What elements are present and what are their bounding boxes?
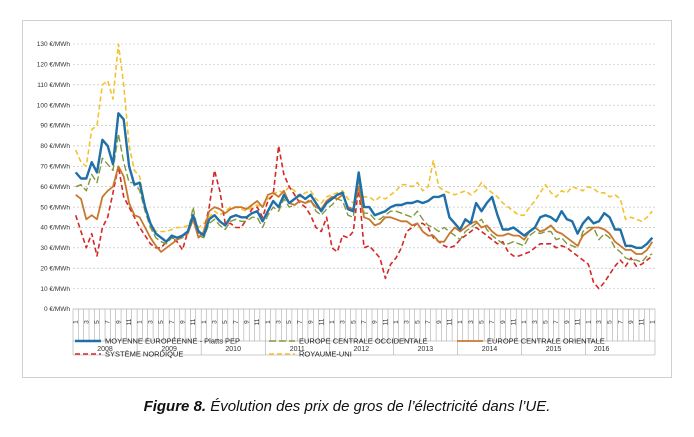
x-month-label: 1 xyxy=(649,320,656,324)
x-month-label: 9 xyxy=(115,320,122,324)
year-label-2009: 2009 xyxy=(161,346,177,353)
x-month-label: 5 xyxy=(158,320,165,324)
legend-label-3: SYSTÈME NORDIQUE xyxy=(105,350,183,359)
figure-caption: Figure 8. Évolution des prix de gros de … xyxy=(0,398,694,415)
year-label-2008: 2008 xyxy=(97,346,113,353)
y-tick-label: 20 €/MWh xyxy=(40,265,70,272)
x-month-label: 11 xyxy=(511,318,518,325)
y-tick-label: 60 €/MWh xyxy=(40,184,70,191)
y-tick-label: 90 €/MWh xyxy=(40,123,70,130)
x-month-label: 7 xyxy=(425,320,432,324)
x-month-label: 11 xyxy=(318,318,325,325)
x-month-label: 11 xyxy=(639,318,646,325)
x-month-label: 3 xyxy=(211,320,218,324)
x-month-label: 7 xyxy=(233,320,240,324)
x-month-label: 9 xyxy=(372,320,379,324)
legend-label-0: MOYENNE EUROPÉENNE - Platts PEP xyxy=(105,337,240,346)
x-month-label: 3 xyxy=(83,320,90,324)
caption-label: Figure 8. xyxy=(143,398,207,415)
x-month-label: 9 xyxy=(179,320,186,324)
year-label-2014: 2014 xyxy=(482,346,498,353)
series-line-0 xyxy=(74,112,654,250)
x-month-label: 3 xyxy=(596,320,603,324)
x-month-label: 1 xyxy=(521,320,528,324)
y-tick-label: 110 €/MWh xyxy=(37,82,70,89)
year-label-2016: 2016 xyxy=(594,346,610,353)
x-month-label: 5 xyxy=(543,320,550,324)
x-month-label: 5 xyxy=(350,320,357,324)
x-month-label: 5 xyxy=(222,320,229,324)
y-tick-label: 130 €/MWh xyxy=(37,41,71,48)
y-tick-label: 10 €/MWh xyxy=(40,286,70,293)
x-month-label: 5 xyxy=(607,320,614,324)
x-month-label: 5 xyxy=(414,320,421,324)
x-month-label: 11 xyxy=(446,318,453,325)
x-month-label: 7 xyxy=(553,320,560,324)
y-tick-label: 0 €/MWh xyxy=(44,306,70,313)
x-month-label: 1 xyxy=(265,320,272,324)
x-month-label: 1 xyxy=(329,320,336,324)
x-month-label: 9 xyxy=(628,320,635,324)
x-month-label: 1 xyxy=(201,320,208,324)
x-month-label: 9 xyxy=(244,320,251,324)
x-month-label: 7 xyxy=(617,320,624,324)
y-tick-label: 40 €/MWh xyxy=(40,225,70,232)
x-month-label: 3 xyxy=(404,320,411,324)
caption-text: Évolution des prix de gros de l’électric… xyxy=(206,398,551,415)
x-month-label: 3 xyxy=(340,320,347,324)
year-label-2013: 2013 xyxy=(418,346,434,353)
x-month-label: 3 xyxy=(276,320,283,324)
x-month-label: 7 xyxy=(169,320,176,324)
x-month-label: 11 xyxy=(382,318,389,325)
x-month-label: 3 xyxy=(147,320,154,324)
x-month-label: 7 xyxy=(489,320,496,324)
x-month-label: 9 xyxy=(436,320,443,324)
x-month-label: 1 xyxy=(585,320,592,324)
legend-label-2: EUROPE CENTRALE ORIENTALE xyxy=(487,337,605,346)
year-label-2011: 2011 xyxy=(290,346,305,353)
x-month-label: 1 xyxy=(457,320,464,324)
x-month-label: 7 xyxy=(297,320,304,324)
series-line-3 xyxy=(74,145,653,290)
x-month-label: 9 xyxy=(308,320,315,324)
series-line-2 xyxy=(75,165,654,255)
x-month-label: 7 xyxy=(105,320,112,324)
x-month-label: 5 xyxy=(286,320,293,324)
x-month-label: 3 xyxy=(532,320,539,324)
y-tick-label: 70 €/MWh xyxy=(40,164,70,171)
legend-label-1: EUROPE CENTRALE OCCIDENTALE xyxy=(299,337,428,346)
y-tick-label: 80 €/MWh xyxy=(40,143,70,150)
series-line-4 xyxy=(74,43,653,233)
x-month-label: 1 xyxy=(137,320,144,324)
year-label-2010: 2010 xyxy=(225,346,241,353)
y-tick-label: 50 €/MWh xyxy=(40,204,70,211)
y-tick-label: 30 €/MWh xyxy=(40,245,70,252)
x-month-label: 5 xyxy=(94,320,101,324)
x-month-label: 11 xyxy=(575,318,582,325)
x-month-label: 3 xyxy=(468,320,475,324)
x-month-label: 11 xyxy=(254,318,261,325)
x-month-label: 11 xyxy=(126,318,133,325)
x-month-label: 5 xyxy=(478,320,485,324)
x-month-label: 1 xyxy=(73,320,80,324)
x-month-label: 9 xyxy=(500,320,507,324)
x-month-label: 7 xyxy=(361,320,368,324)
line-chart: 0 €/MWh 10 €/MWh 20 €/MWh 30 €/MWh 40 €/MWh 5… xyxy=(37,41,657,359)
year-label-2012: 2012 xyxy=(354,346,370,353)
x-month-label: 1 xyxy=(393,320,400,324)
x-month-label: 9 xyxy=(564,320,571,324)
y-tick-label: 120 €/MWh xyxy=(37,62,71,69)
chart-area: 0 €/MWh 10 €/MWh 20 €/MWh 30 €/MWh 40 €/MWh 5… xyxy=(22,20,672,378)
year-label-2015: 2015 xyxy=(546,346,562,353)
y-tick-label: 100 €/MWh xyxy=(37,102,71,109)
x-month-label: 11 xyxy=(190,318,197,325)
legend-label-4: ROYAUME-UNI xyxy=(299,350,352,359)
